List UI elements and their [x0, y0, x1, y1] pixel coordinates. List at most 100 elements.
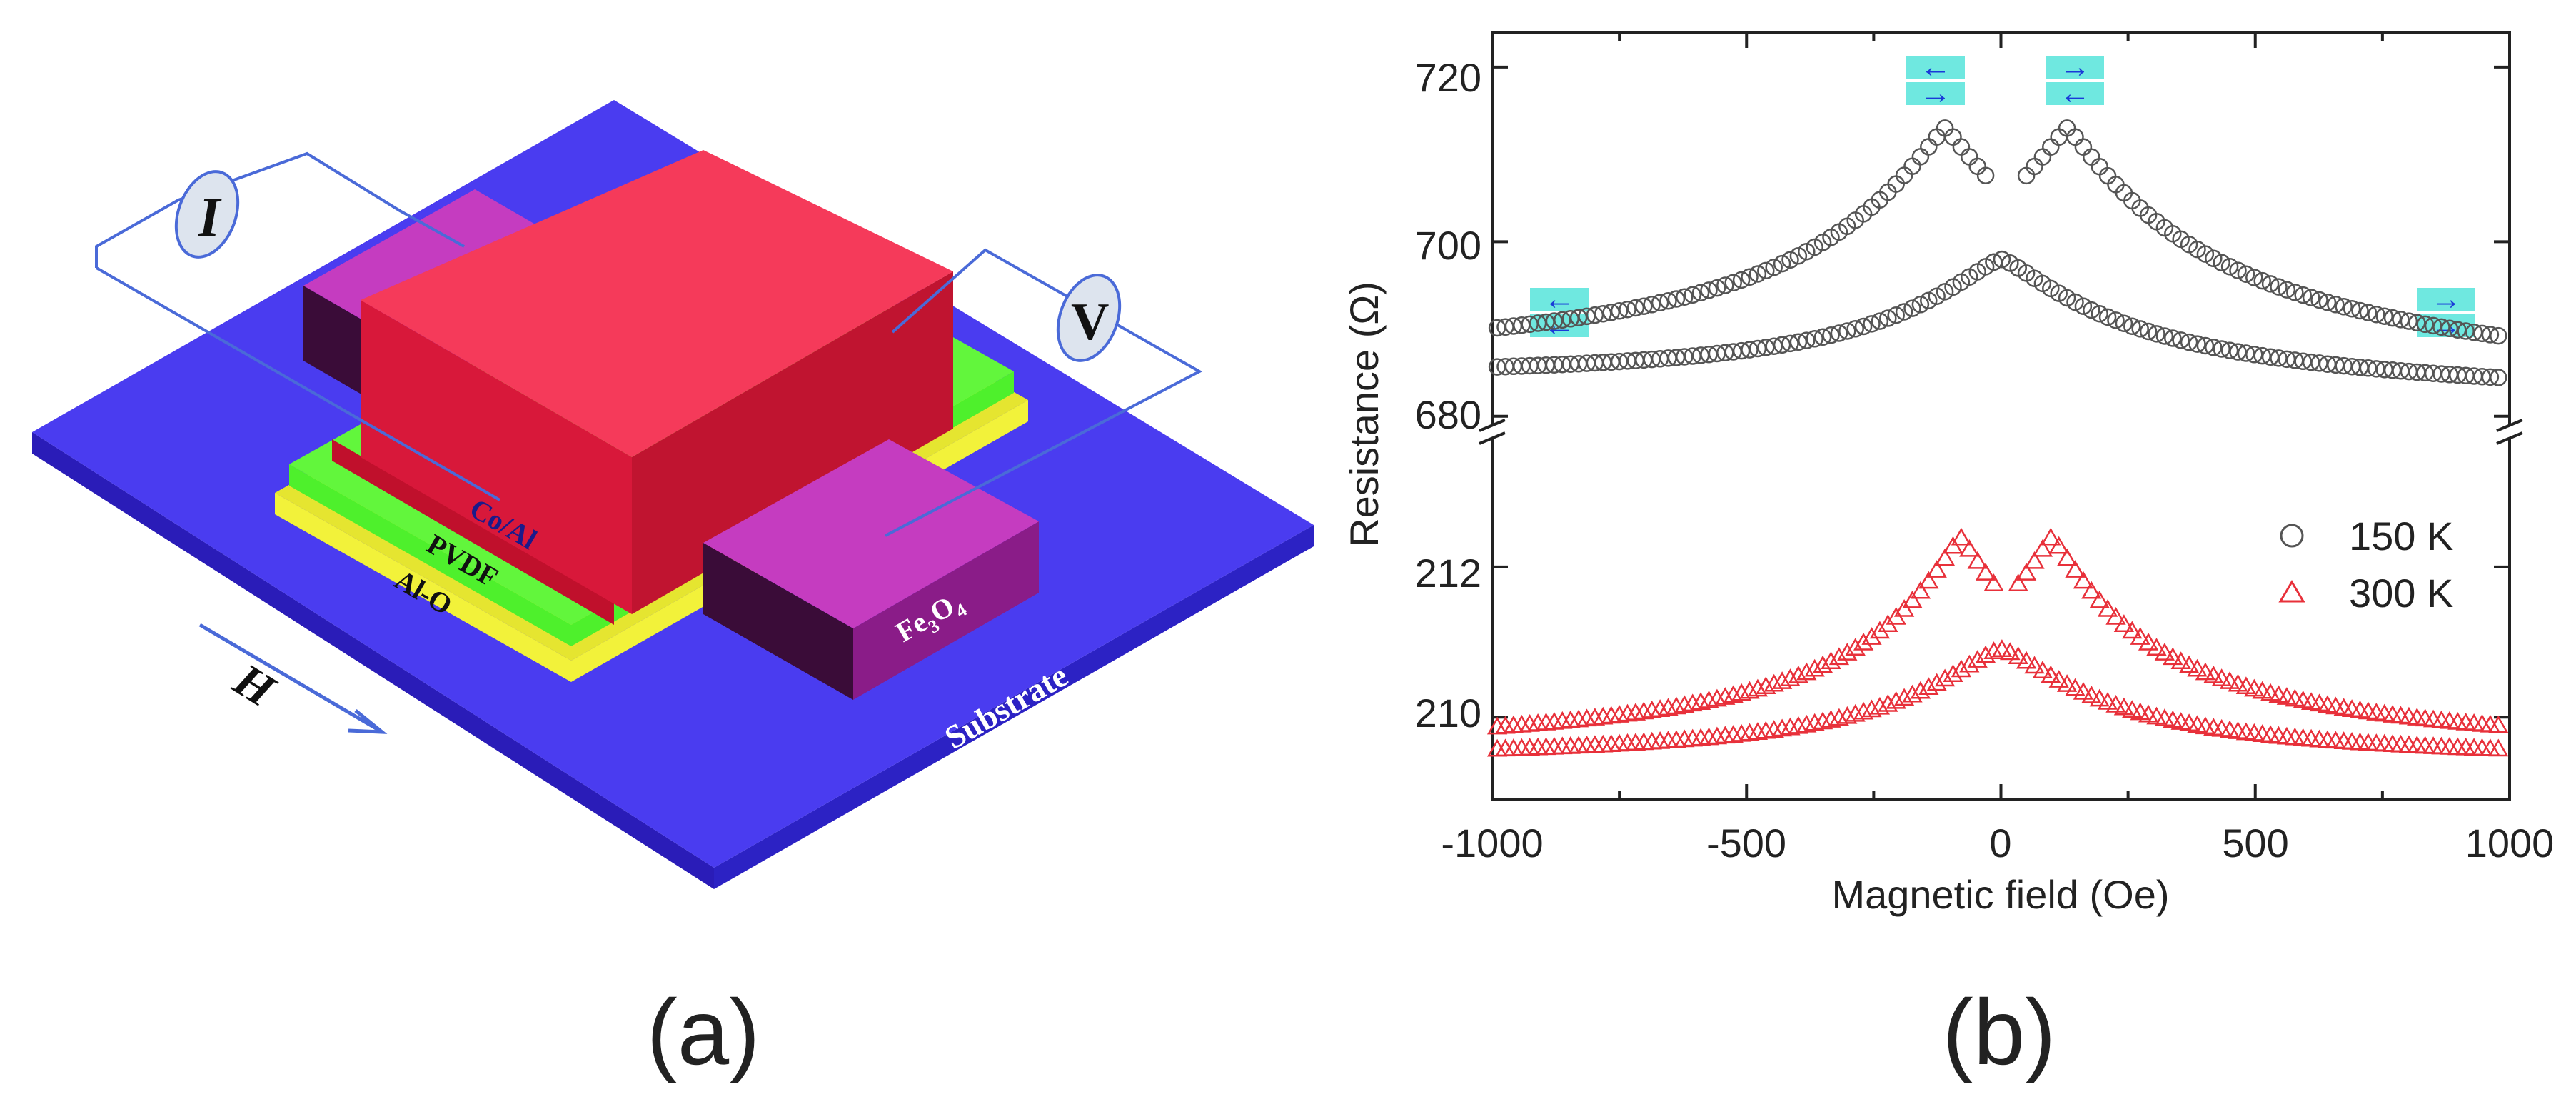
point-300K — [1975, 563, 1996, 581]
current-label: I — [198, 186, 222, 248]
point-300K — [2032, 539, 2053, 557]
point-300K — [2048, 536, 2069, 554]
point-150K — [2408, 314, 2426, 332]
point-150K — [1610, 302, 1629, 320]
point-300K — [1771, 718, 1793, 737]
point-300K — [2097, 691, 2118, 710]
point-300K — [2178, 655, 2200, 673]
point-300K — [2056, 548, 2078, 566]
point-300K — [1715, 687, 1736, 705]
point-150K — [1757, 261, 1775, 280]
point-300K — [1649, 699, 1671, 717]
point-300K — [1951, 527, 1972, 546]
point-150K — [1765, 337, 1783, 355]
point-150K — [2155, 327, 2174, 345]
point-300K — [1674, 695, 1695, 713]
y-axis-label: Resistance (Ω) — [1342, 281, 1387, 547]
point-150K — [2196, 336, 2215, 355]
point-150K — [2188, 240, 2206, 259]
point-150K — [1854, 317, 1873, 336]
point-150K — [1749, 265, 1767, 283]
point-150K — [1659, 291, 1677, 310]
point-150K — [2164, 329, 2182, 347]
point-300K — [1731, 683, 1752, 701]
point-150K — [2432, 318, 2450, 336]
point-150K — [1928, 128, 1946, 146]
arrow-box-center-right-top: → — [2059, 49, 2091, 84]
point-150K — [1838, 322, 1856, 340]
caption-a: (a) — [647, 980, 760, 1084]
point-150K — [1667, 290, 1686, 308]
point-300K — [1625, 703, 1646, 721]
point-150K — [2026, 157, 2043, 176]
arrow-box-center-right-bottom-bg — [2046, 82, 2104, 105]
point-300K — [2138, 632, 2159, 651]
point-150K — [2400, 312, 2418, 330]
point-300K — [1780, 717, 1801, 736]
point-300K — [2163, 647, 2183, 666]
fe3o4-front-side — [703, 543, 853, 700]
point-150K — [2229, 343, 2247, 361]
point-300K — [1780, 668, 1801, 686]
point-300K — [1861, 699, 1882, 718]
arrow-box-center-left-bottom-bg — [1906, 82, 1965, 105]
point-150K — [1691, 284, 1710, 301]
point-300K — [2016, 651, 2037, 669]
point-300K — [1861, 627, 1882, 645]
co-al-top — [361, 150, 953, 457]
arrow-box-center-left-top-bg — [1906, 56, 1965, 79]
point-300K — [2048, 670, 2069, 688]
series-150K-points — [1488, 119, 2507, 386]
arrow-box-center-right-bottom: ← — [2059, 76, 2091, 111]
point-300K — [2065, 678, 2086, 696]
point-150K — [2368, 305, 2385, 324]
point-300K — [1926, 673, 1947, 691]
point-300K — [1658, 698, 1679, 716]
point-300K — [1756, 721, 1776, 739]
voltage-label: V — [1071, 293, 1109, 351]
point-300K — [2130, 627, 2150, 645]
point-150K — [2270, 278, 2288, 296]
point-150K — [1911, 148, 1930, 166]
point-150K — [2310, 291, 2328, 309]
point-150K — [2107, 311, 2125, 329]
point-150K — [2058, 289, 2076, 307]
point-300K — [1934, 668, 1956, 687]
legend-label-150K: 150 K — [2349, 514, 2453, 558]
axis-break-left-1 — [1479, 419, 1506, 432]
x-tick-1000: 1000 — [2465, 821, 2555, 866]
y-tick-680: 680 — [1415, 392, 1481, 437]
point-150K — [1968, 157, 1986, 176]
legend-label-300K: 300 K — [2349, 571, 2453, 616]
pvdf-layer — [289, 371, 1014, 646]
series-300K-points — [1486, 527, 2509, 757]
point-300K — [1747, 722, 1769, 740]
point-300K — [2105, 694, 2126, 713]
point-300K — [1943, 536, 1963, 554]
point-150K — [2253, 271, 2271, 290]
point-300K — [2073, 571, 2094, 589]
point-150K — [1871, 312, 1889, 330]
point-150K — [2017, 166, 2036, 185]
point-150K — [1879, 309, 1897, 327]
point-300K — [1878, 693, 1898, 712]
point-300K — [1796, 662, 1817, 681]
point-150K — [2237, 344, 2255, 362]
point-300K — [2195, 662, 2216, 681]
current-wire-lower — [96, 266, 500, 501]
point-150K — [2335, 298, 2353, 316]
axis-break-right-2 — [2496, 431, 2523, 445]
point-150K — [1594, 304, 1612, 323]
point-150K — [2123, 317, 2141, 335]
point-150K — [2115, 314, 2133, 332]
point-150K — [2286, 284, 2304, 301]
axis-break-left-2 — [1479, 431, 1506, 445]
point-300K — [1926, 560, 1947, 578]
arrow-box-center-left-top: ← — [1920, 49, 1951, 84]
point-300K — [2219, 671, 2240, 689]
point-300K — [1967, 551, 1988, 569]
point-150K — [2229, 261, 2247, 279]
point-300K — [1828, 708, 1850, 726]
device-schematic: I V Co/Al PVDF Al-O Fe3O4 Substrate H — [32, 100, 1314, 889]
